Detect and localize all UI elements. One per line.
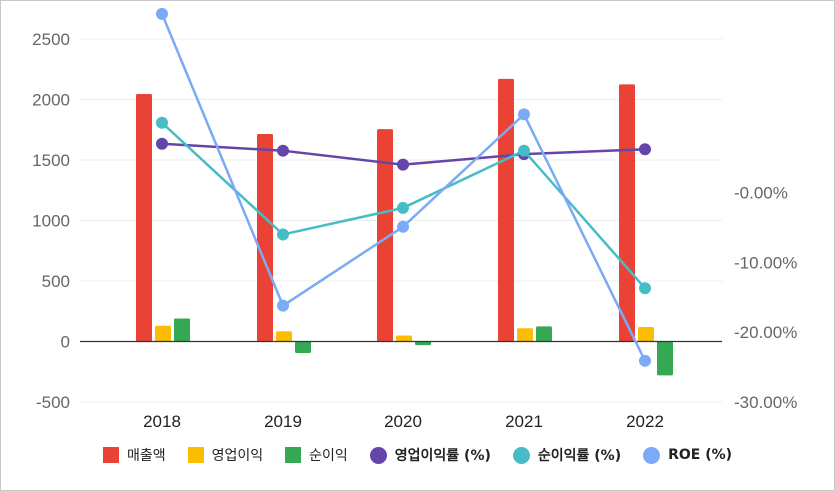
bar-net-income-2022[interactable] (657, 341, 673, 376)
right-tick-label: -0.00% (734, 184, 788, 203)
x-tick-label: 2018 (143, 412, 181, 431)
left-tick-label: 1500 (32, 151, 70, 170)
x-axis-ticks: 2018 2019 2020 2021 2022 (143, 412, 664, 431)
right-tick-label: -20.00% (734, 323, 797, 342)
legend-item-revenue[interactable]: 매출액 (102, 445, 166, 465)
point-roe-2019[interactable] (277, 299, 289, 312)
left-tick-label: 1000 (32, 212, 70, 231)
legend-item-net-margin[interactable]: 순이익률 (%) (512, 445, 622, 465)
left-tick-label: 0 (61, 333, 70, 352)
point-net-margin-2020[interactable] (397, 201, 409, 214)
line-series (156, 7, 651, 367)
bar-operating-profit-2020[interactable] (396, 335, 412, 342)
bar-series (136, 78, 673, 376)
legend-swatch (102, 447, 119, 463)
legend-swatch (285, 447, 302, 463)
bar-operating-profit-2019[interactable] (276, 331, 292, 342)
legend-item-net-income[interactable]: 순이익 (285, 445, 348, 465)
legend-label: 순이익률 (%) (537, 448, 622, 464)
legend-label: 영업이익 (211, 448, 264, 464)
x-tick-label: 2021 (505, 412, 543, 431)
left-tick-label: 2500 (32, 30, 70, 49)
bar-revenue-2020[interactable] (377, 129, 393, 342)
legend-label: 영업이익률 (%) (394, 448, 491, 464)
point-operating-margin-2019[interactable] (277, 144, 289, 157)
point-operating-margin-2018[interactable] (156, 137, 168, 150)
point-net-margin-2019[interactable] (277, 228, 289, 241)
left-tick-label: 2000 (32, 91, 70, 110)
right-tick-label: -30.00% (734, 393, 797, 412)
point-roe-2022[interactable] (639, 354, 651, 367)
bar-operating-profit-2018[interactable] (155, 325, 171, 342)
x-tick-label: 2019 (264, 412, 302, 431)
legend-item-roe[interactable]: ROE (%) (643, 446, 733, 464)
bar-net-income-2020[interactable] (415, 341, 431, 346)
gridlines (80, 38, 722, 403)
legend: 매출액 영업이익 순이익 영업이익률 (%) 순이익률 (%) ROE (%) (0, 440, 835, 470)
legend-swatch (369, 446, 387, 464)
legend-swatch (643, 446, 661, 464)
bar-revenue-2018[interactable] (136, 94, 152, 342)
point-roe-2018[interactable] (156, 7, 168, 20)
bar-revenue-2021[interactable] (498, 78, 514, 342)
legend-label: 매출액 (126, 448, 166, 464)
legend-label: 순이익 (309, 448, 348, 464)
point-roe-2021[interactable] (518, 108, 530, 121)
legend-label: ROE (%) (668, 447, 733, 463)
bar-revenue-2019[interactable] (257, 133, 273, 342)
left-tick-label: -500 (36, 393, 70, 412)
right-axis-ticks: -0.00% -10.00% -20.00% -30.00% (734, 184, 797, 412)
bar-operating-profit-2022[interactable] (638, 326, 654, 342)
point-net-margin-2021[interactable] (518, 144, 530, 157)
point-operating-margin-2022[interactable] (639, 143, 651, 156)
point-operating-margin-2020[interactable] (397, 158, 409, 171)
bar-net-income-2018[interactable] (174, 318, 190, 342)
bar-revenue-2022[interactable] (619, 84, 635, 342)
x-tick-label: 2020 (384, 412, 422, 431)
line-roe (160, 13, 647, 362)
point-net-margin-2018[interactable] (156, 116, 168, 129)
legend-item-operating-profit[interactable]: 영업이익 (187, 445, 264, 465)
bar-net-income-2019[interactable] (295, 341, 311, 353)
x-tick-label: 2022 (626, 412, 664, 431)
point-net-margin-2022[interactable] (639, 282, 651, 295)
left-axis-ticks: 2500 2000 1500 1000 500 0 -500 (32, 30, 70, 412)
legend-swatch (512, 446, 530, 464)
left-tick-label: 500 (42, 272, 70, 291)
legend-swatch (187, 447, 204, 463)
bar-operating-profit-2021[interactable] (517, 328, 533, 342)
bar-net-income-2021[interactable] (536, 326, 552, 342)
point-roe-2020[interactable] (397, 220, 409, 233)
legend-item-operating-margin[interactable]: 영업이익률 (%) (369, 445, 491, 465)
right-tick-label: -10.00% (734, 253, 797, 272)
